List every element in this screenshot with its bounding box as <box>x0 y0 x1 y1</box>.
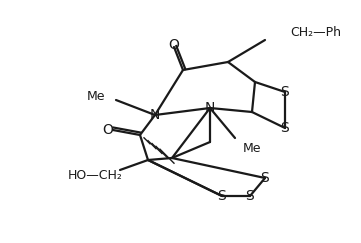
Text: CH₂—Ph: CH₂—Ph <box>290 26 341 40</box>
Text: S: S <box>280 85 290 99</box>
Text: Me: Me <box>87 89 105 103</box>
Text: O: O <box>169 38 179 52</box>
Text: S: S <box>245 189 255 203</box>
Text: HO—CH₂: HO—CH₂ <box>68 168 123 182</box>
Text: O: O <box>103 123 113 137</box>
Text: S: S <box>280 121 290 135</box>
Text: N: N <box>205 101 215 115</box>
Text: N: N <box>150 108 160 122</box>
Text: S: S <box>218 189 226 203</box>
Text: Me: Me <box>243 141 261 155</box>
Text: S: S <box>261 171 269 185</box>
